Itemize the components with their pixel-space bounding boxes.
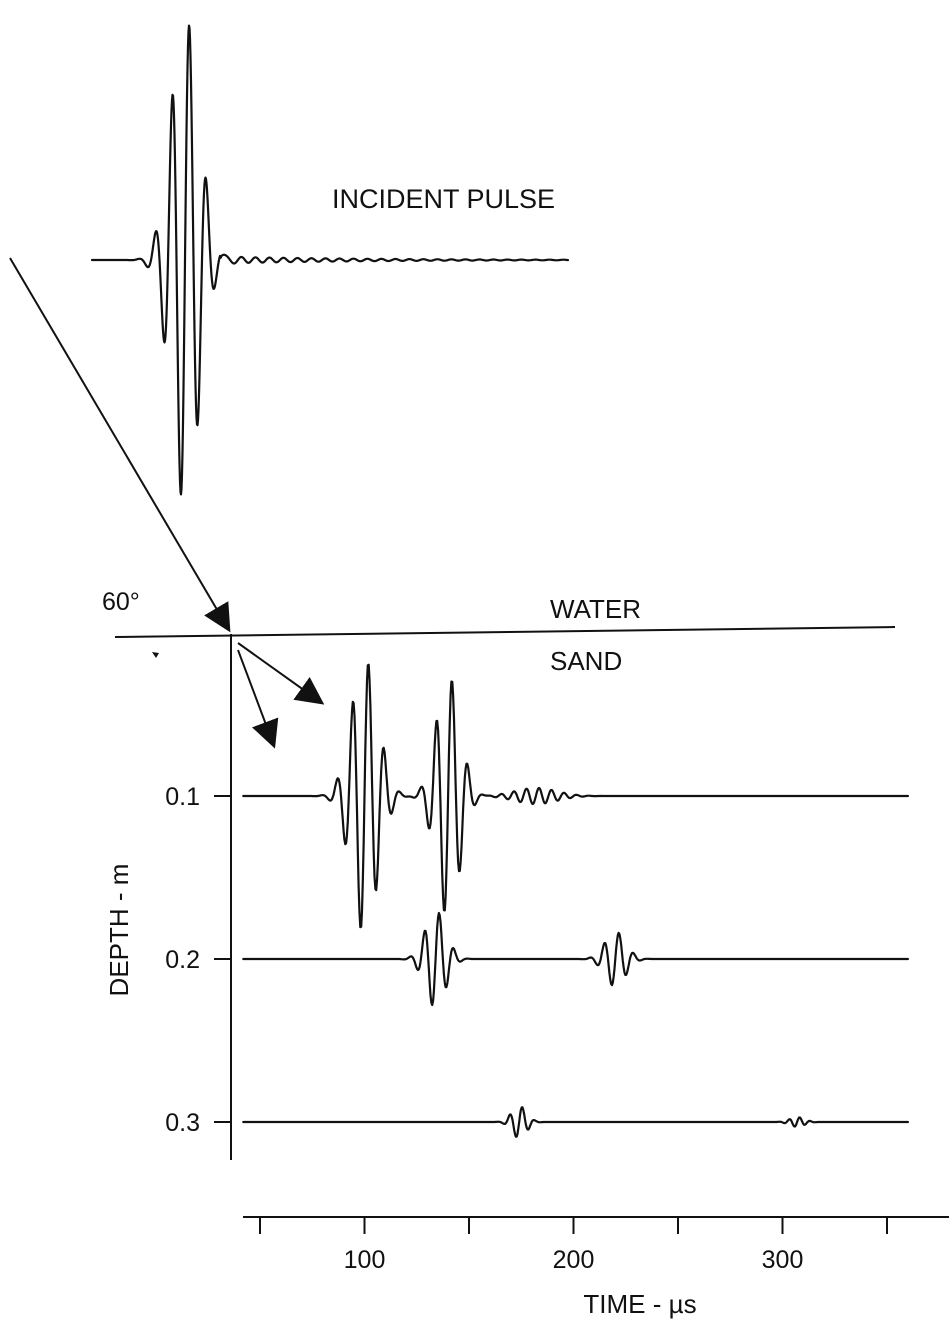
water-label: WATER [550,594,641,624]
depth-axis: 0.1 0.2 0.3 [165,634,232,1160]
refracted-ray-arrow-1 [237,642,325,705]
sand-label: SAND [550,646,622,676]
water-sand-interface [114,626,896,638]
angle-label: 60° [102,588,140,616]
depth-tick-label-1: 0.1 [165,783,200,811]
incident-pulse-trace [90,24,570,496]
incident-pulse-label: INCIDENT PULSE [332,184,555,214]
depth-tick-label-3: 0.3 [165,1109,200,1137]
time-axis: 100 200 300 [243,1216,949,1274]
depth-trace-1 [242,663,909,929]
incident-pulse-group: INCIDENT PULSE [90,24,570,496]
depth-trace-3 [242,1106,909,1138]
depth-axis-title: DEPTH - m [104,864,134,997]
depth-trace-2 [242,911,909,1007]
time-axis-title: TIME - µs [583,1289,696,1319]
depth-tick-label-2: 0.2 [165,946,200,974]
speck-mark [152,652,159,658]
time-tick-label-1: 100 [344,1246,386,1274]
time-tick-label-2: 200 [553,1246,595,1274]
incident-ray-arrow [9,257,231,633]
depth-traces [242,663,909,1138]
time-tick-label-3: 300 [762,1246,804,1274]
refracted-ray-arrow-2 [237,649,279,749]
